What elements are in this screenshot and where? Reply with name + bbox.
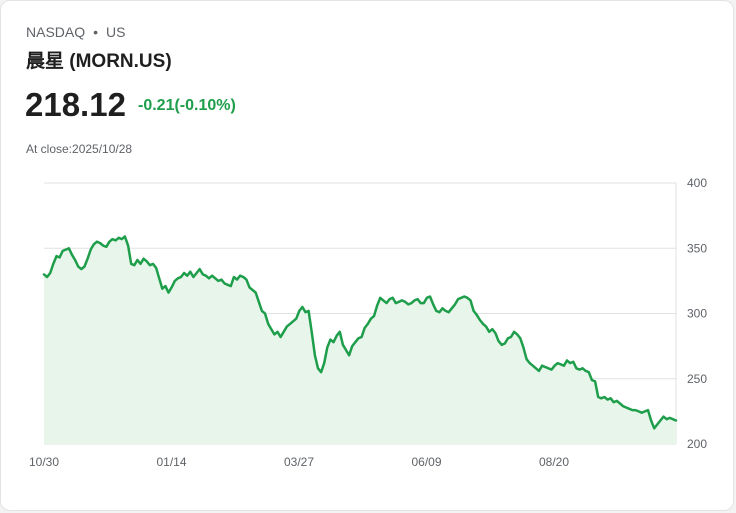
close-date: 2025/10/28 [72, 142, 133, 156]
y-tick-label: 250 [687, 372, 707, 386]
x-tick-label: 06/09 [411, 455, 441, 469]
close-label: At close: [26, 142, 73, 156]
price-line[interactable] [42, 235, 678, 430]
separator-dot: • [93, 24, 99, 40]
x-tick-label: 01/14 [156, 455, 186, 469]
exchange-name: NASDAQ [26, 24, 86, 40]
y-tick-label: 400 [687, 176, 707, 190]
price-change: -0.21(-0.10%) [138, 97, 236, 114]
close-time: At close:2025/10/28 [26, 142, 132, 156]
current-price: 218.12 [25, 86, 126, 123]
y-tick-label: 350 [687, 241, 707, 255]
exchange-label: NASDAQ • US [26, 24, 125, 40]
y-tick-label: 200 [687, 437, 707, 451]
stock-name: 晨星 (MORN.US) [26, 51, 172, 72]
y-tick-label: 300 [687, 307, 707, 321]
market-name: US [106, 24, 126, 40]
x-tick-label: 08/20 [539, 455, 569, 469]
price-area-fill [44, 236, 676, 444]
x-tick-label: 10/30 [29, 455, 59, 469]
y-axis-ticks: 400 350 300 250 200 [687, 176, 707, 451]
x-axis-ticks: 10/30 01/14 03/27 06/09 08/20 [29, 455, 569, 469]
x-tick-label: 03/27 [284, 455, 314, 469]
